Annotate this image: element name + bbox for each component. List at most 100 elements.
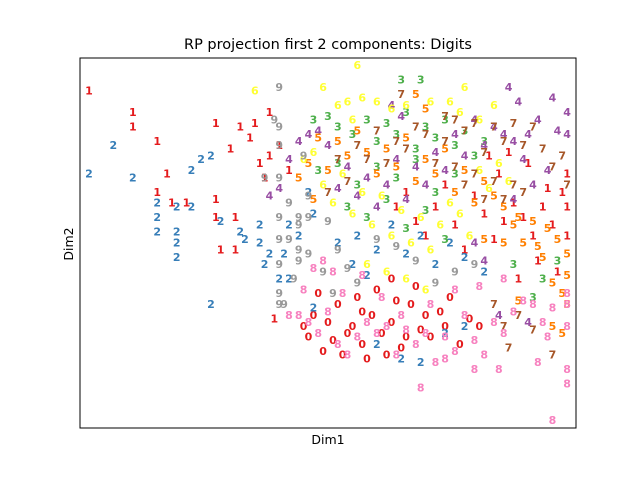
data-point-digit-0: 0 <box>441 320 449 333</box>
data-point-digit-7: 7 <box>510 179 518 192</box>
data-point-digit-9: 9 <box>270 113 278 126</box>
data-point-digit-0: 0 <box>383 349 391 362</box>
data-point-digit-2: 2 <box>207 298 215 311</box>
data-point-digit-8: 8 <box>471 363 479 376</box>
data-point-digit-9: 9 <box>295 218 303 231</box>
data-point-digit-2: 2 <box>310 302 318 315</box>
data-point-digit-2: 2 <box>334 237 342 250</box>
data-point-digit-6: 6 <box>495 157 503 170</box>
data-point-digit-6: 6 <box>388 103 396 116</box>
data-point-digit-2: 2 <box>173 237 181 250</box>
data-point-digit-7: 7 <box>563 179 571 192</box>
data-point-digit-2: 2 <box>353 229 361 242</box>
data-point-digit-2: 2 <box>173 251 181 264</box>
data-point-digit-1: 1 <box>236 121 244 134</box>
data-point-digit-9: 9 <box>412 255 420 268</box>
data-point-digit-9: 9 <box>275 233 283 246</box>
data-point-digit-3: 3 <box>441 233 449 246</box>
data-point-digit-4: 4 <box>451 128 459 141</box>
data-point-digit-2: 2 <box>397 352 405 365</box>
data-point-digit-3: 3 <box>373 161 381 174</box>
data-point-digit-3: 3 <box>383 193 391 206</box>
data-point-digit-7: 7 <box>383 157 391 170</box>
data-point-digit-4: 4 <box>412 161 420 174</box>
data-point-digit-7: 7 <box>451 161 459 174</box>
data-point-digit-8: 8 <box>432 356 440 369</box>
data-points-layer: 0000000000000000000000000000000000011111… <box>85 59 571 427</box>
data-point-digit-1: 1 <box>270 313 278 326</box>
data-point-digit-4: 4 <box>305 128 313 141</box>
data-point-digit-2: 2 <box>188 200 196 213</box>
data-point-digit-0: 0 <box>310 309 318 322</box>
data-point-digit-5: 5 <box>363 146 371 159</box>
data-point-digit-2: 2 <box>310 208 318 221</box>
data-point-digit-1: 1 <box>563 229 571 242</box>
x-axis-label: Dim1 <box>311 432 344 447</box>
data-point-digit-8: 8 <box>319 255 327 268</box>
data-point-digit-0: 0 <box>363 352 371 365</box>
data-point-digit-7: 7 <box>412 121 420 134</box>
data-point-digit-2: 2 <box>363 269 371 282</box>
data-point-digit-4: 4 <box>534 113 542 126</box>
y-axis-label: Dim2 <box>61 227 76 260</box>
data-point-digit-4: 4 <box>524 128 532 141</box>
data-point-digit-5: 5 <box>563 298 571 311</box>
data-point-digit-0: 0 <box>329 334 337 347</box>
data-point-digit-2: 2 <box>480 266 488 279</box>
data-point-digit-7: 7 <box>334 153 342 166</box>
data-point-digit-8: 8 <box>461 309 469 322</box>
data-point-digit-9: 9 <box>305 211 313 224</box>
data-point-digit-0: 0 <box>422 309 430 322</box>
data-point-digit-8: 8 <box>378 291 386 304</box>
data-point-digit-1: 1 <box>519 211 527 224</box>
data-point-digit-8: 8 <box>314 327 322 340</box>
data-point-digit-6: 6 <box>349 113 357 126</box>
data-point-digit-5: 5 <box>549 320 557 333</box>
data-point-digit-6: 6 <box>402 99 410 112</box>
data-point-digit-1: 1 <box>524 157 532 170</box>
data-point-digit-6: 6 <box>446 197 454 210</box>
data-point-digit-3: 3 <box>412 142 420 155</box>
data-point-digit-7: 7 <box>353 139 361 152</box>
data-point-digit-6: 6 <box>319 179 327 192</box>
data-point-digit-9: 9 <box>344 262 352 275</box>
data-point-digit-6: 6 <box>446 95 454 108</box>
data-point-digit-8: 8 <box>451 345 459 358</box>
data-point-digit-0: 0 <box>412 280 420 293</box>
data-point-digit-7: 7 <box>529 121 537 134</box>
data-point-digit-3: 3 <box>402 222 410 235</box>
data-point-digit-6: 6 <box>334 99 342 112</box>
data-point-digit-3: 3 <box>422 204 430 217</box>
data-point-digit-8: 8 <box>383 320 391 333</box>
data-point-digit-9: 9 <box>275 258 283 271</box>
data-point-digit-4: 4 <box>514 95 522 108</box>
data-point-digit-2: 2 <box>285 273 293 286</box>
data-point-digit-1: 1 <box>402 186 410 199</box>
data-point-digit-4: 4 <box>490 121 498 134</box>
data-point-digit-1: 1 <box>256 157 264 170</box>
data-point-digit-8: 8 <box>310 262 318 275</box>
data-point-digit-6: 6 <box>417 211 425 224</box>
data-point-digit-7: 7 <box>471 168 479 181</box>
data-point-digit-1: 1 <box>432 200 440 213</box>
data-point-digit-7: 7 <box>519 139 527 152</box>
data-point-digit-6: 6 <box>358 186 366 199</box>
data-point-digit-1: 1 <box>505 146 513 159</box>
data-point-digit-4: 4 <box>563 106 571 119</box>
data-point-digit-7: 7 <box>500 320 508 333</box>
data-point-digit-7: 7 <box>461 124 469 137</box>
data-point-digit-6: 6 <box>310 146 318 159</box>
data-point-digit-8: 8 <box>451 284 459 297</box>
data-point-digit-8: 8 <box>549 302 557 315</box>
data-point-digit-1: 1 <box>212 117 220 130</box>
data-point-digit-2: 2 <box>256 218 264 231</box>
data-point-digit-0: 0 <box>446 291 454 304</box>
data-point-digit-5: 5 <box>324 164 332 177</box>
data-point-digit-9: 9 <box>300 150 308 163</box>
data-point-digit-2: 2 <box>402 247 410 260</box>
data-point-digit-6: 6 <box>397 204 405 217</box>
data-point-digit-4: 4 <box>422 179 430 192</box>
data-point-digit-6: 6 <box>373 95 381 108</box>
data-point-digit-1: 1 <box>153 186 161 199</box>
data-point-digit-1: 1 <box>217 244 225 257</box>
